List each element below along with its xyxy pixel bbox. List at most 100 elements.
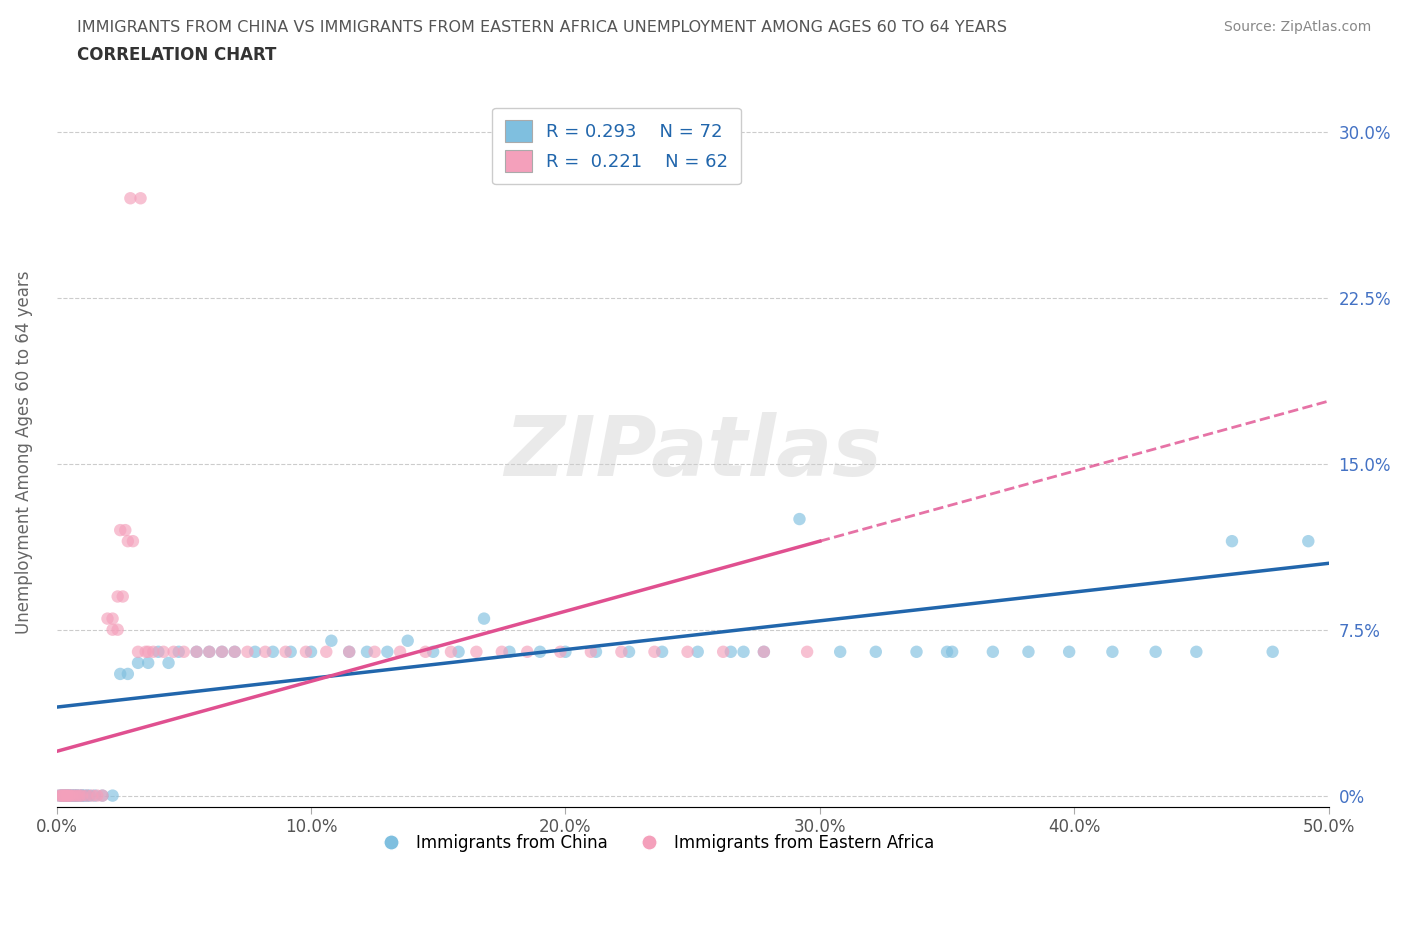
- Point: [70, 788, 93, 803]
- Point: [224, 644, 246, 659]
- Point: [243, 644, 266, 659]
- Point: [363, 644, 385, 659]
- Point: [56, 788, 79, 803]
- Point: [315, 644, 337, 659]
- Point: [198, 644, 221, 659]
- Point: [198, 644, 221, 659]
- Point: [643, 644, 665, 659]
- Point: [865, 644, 887, 659]
- Point: [82, 788, 104, 803]
- Point: [135, 644, 157, 659]
- Point: [69, 788, 91, 803]
- Point: [142, 644, 165, 659]
- Point: [1057, 644, 1080, 659]
- Point: [262, 644, 284, 659]
- Point: [63, 788, 86, 803]
- Point: [51, 788, 73, 803]
- Point: [579, 644, 602, 659]
- Legend: Immigrants from China, Immigrants from Eastern Africa: Immigrants from China, Immigrants from E…: [367, 827, 941, 858]
- Point: [529, 644, 551, 659]
- Point: [56, 788, 79, 803]
- Point: [422, 644, 444, 659]
- Point: [720, 644, 742, 659]
- Point: [554, 644, 576, 659]
- Point: [676, 644, 699, 659]
- Text: Source: ZipAtlas.com: Source: ZipAtlas.com: [1223, 20, 1371, 34]
- Point: [1017, 644, 1039, 659]
- Point: [280, 644, 302, 659]
- Point: [337, 644, 360, 659]
- Point: [186, 644, 208, 659]
- Point: [711, 644, 734, 659]
- Point: [941, 644, 963, 659]
- Point: [617, 644, 640, 659]
- Y-axis label: Unemployment Among Ages 60 to 64 years: Unemployment Among Ages 60 to 64 years: [15, 271, 32, 634]
- Point: [122, 534, 145, 549]
- Point: [66, 788, 89, 803]
- Point: [110, 667, 132, 682]
- Point: [76, 788, 98, 803]
- Point: [651, 644, 673, 659]
- Point: [356, 644, 378, 659]
- Point: [173, 644, 195, 659]
- Point: [1101, 644, 1123, 659]
- Point: [491, 644, 513, 659]
- Point: [73, 788, 96, 803]
- Text: IMMIGRANTS FROM CHINA VS IMMIGRANTS FROM EASTERN AFRICA UNEMPLOYMENT AMONG AGES : IMMIGRANTS FROM CHINA VS IMMIGRANTS FROM…: [77, 20, 1007, 35]
- Point: [60, 788, 83, 803]
- Point: [321, 633, 343, 648]
- Point: [107, 589, 129, 604]
- Point: [111, 589, 134, 604]
- Point: [114, 523, 136, 538]
- Point: [299, 644, 322, 659]
- Point: [127, 644, 149, 659]
- Point: [58, 788, 80, 803]
- Point: [101, 788, 124, 803]
- Point: [498, 644, 520, 659]
- Point: [53, 788, 76, 803]
- Point: [56, 788, 79, 803]
- Point: [295, 644, 318, 659]
- Point: [60, 788, 83, 803]
- Point: [686, 644, 709, 659]
- Point: [129, 191, 152, 206]
- Point: [550, 644, 572, 659]
- Point: [51, 788, 73, 803]
- Point: [830, 644, 852, 659]
- Point: [211, 644, 233, 659]
- Point: [70, 788, 93, 803]
- Point: [110, 523, 132, 538]
- Point: [752, 644, 775, 659]
- Point: [120, 191, 142, 206]
- Point: [152, 644, 174, 659]
- Point: [447, 644, 470, 659]
- Point: [70, 788, 93, 803]
- Point: [136, 656, 159, 671]
- Point: [117, 667, 139, 682]
- Point: [236, 644, 259, 659]
- Point: [752, 644, 775, 659]
- Point: [58, 788, 80, 803]
- Point: [148, 644, 170, 659]
- Point: [58, 788, 80, 803]
- Point: [79, 788, 101, 803]
- Point: [58, 788, 80, 803]
- Point: [53, 788, 76, 803]
- Point: [48, 788, 70, 803]
- Point: [274, 644, 297, 659]
- Point: [157, 656, 180, 671]
- Point: [136, 644, 159, 659]
- Point: [63, 788, 86, 803]
- Point: [337, 644, 360, 659]
- Point: [224, 644, 246, 659]
- Point: [1298, 534, 1320, 549]
- Point: [86, 788, 108, 803]
- Point: [610, 644, 633, 659]
- Point: [905, 644, 928, 659]
- Point: [66, 788, 89, 803]
- Point: [167, 644, 190, 659]
- Point: [186, 644, 208, 659]
- Point: [254, 644, 277, 659]
- Point: [1261, 644, 1284, 659]
- Point: [936, 644, 959, 659]
